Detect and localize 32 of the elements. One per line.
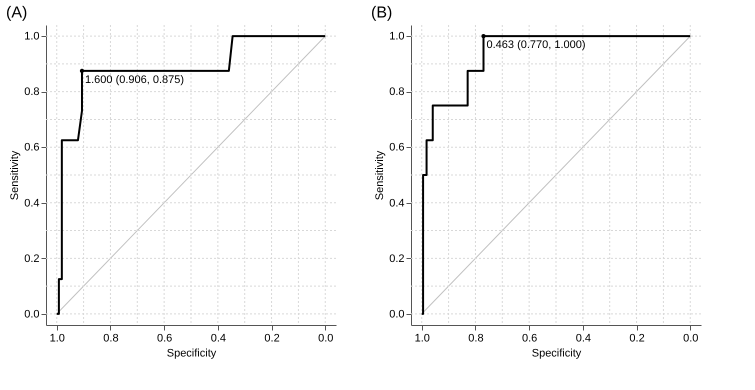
y-tick-label: 0.0 <box>24 308 40 320</box>
y-tick-label: 0.8 <box>24 86 40 98</box>
x-axis-title: Specificity <box>166 348 217 360</box>
chart-title: (B) <box>371 4 392 22</box>
y-tick-label: 0.2 <box>24 252 40 265</box>
x-tick-label: 0.2 <box>264 332 280 344</box>
x-tick-label: 0.0 <box>318 332 334 344</box>
x-tick-label: 1.0 <box>50 332 65 344</box>
annotation: 0.463 (0.770, 1.000) <box>486 39 586 52</box>
y-tick-label: 1.0 <box>24 30 40 43</box>
x-tick-label: 0.8 <box>103 332 119 344</box>
y-tick-label: 0.4 <box>24 197 40 210</box>
annotation: 1.600 (0.906, 0.875) <box>84 74 184 86</box>
y-tick-label: 0.4 <box>389 197 404 210</box>
x-tick-label: 0.4 <box>210 332 226 344</box>
x-tick-label: 0.6 <box>522 332 538 344</box>
x-tick-label: 1.0 <box>414 332 430 344</box>
y-tick-label: 0.6 <box>24 142 40 154</box>
x-tick-label: 0.4 <box>576 332 591 344</box>
y-tick-label: 0.2 <box>389 252 404 265</box>
x-tick-label: 0.2 <box>629 332 645 344</box>
y-tick-label: 0.0 <box>389 308 404 320</box>
x-tick-label: 0.6 <box>157 332 172 344</box>
x-axis-title: Specificity <box>532 348 582 360</box>
y-axis-title: Sensitivity <box>374 150 386 200</box>
x-tick-label: 0.0 <box>683 332 698 344</box>
chart-title: (A) <box>6 4 28 22</box>
y-tick-label: 0.8 <box>389 86 404 98</box>
y-tick-label: 1.0 <box>389 30 404 43</box>
y-axis-title: Sensitivity <box>9 150 22 200</box>
y-tick-label: 0.6 <box>389 142 404 154</box>
x-tick-label: 0.8 <box>468 332 484 344</box>
